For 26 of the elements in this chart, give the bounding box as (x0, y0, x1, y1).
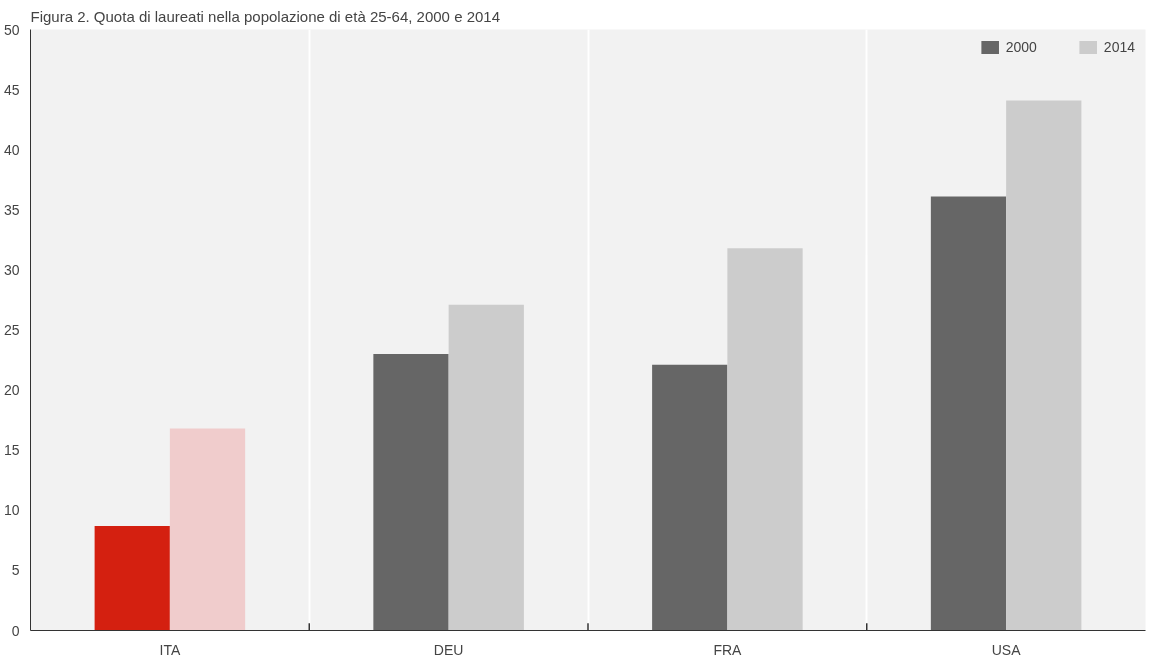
x-tick-label: USA (991, 641, 1022, 658)
y-tick-label: 35 (3, 201, 20, 218)
x-tick-label: FRA (713, 641, 743, 658)
bar (652, 364, 728, 631)
y-tick-label: 50 (3, 21, 20, 38)
x-tick-label: DEU (433, 641, 464, 658)
x-tick-label: ITA (159, 641, 181, 658)
y-tick-label: 25 (3, 322, 20, 338)
legend-label: 2000 (1005, 39, 1037, 55)
legend-label: 2014 (1103, 39, 1135, 55)
bar (1006, 100, 1082, 631)
y-tick-label: 5 (11, 562, 20, 579)
bar (727, 248, 803, 631)
y-tick-label: 10 (3, 502, 20, 519)
y-tick-label: 45 (3, 81, 20, 98)
y-tick-label: 0 (11, 622, 20, 639)
bar (373, 354, 449, 631)
bar (930, 196, 1007, 631)
y-tick-label: 30 (3, 261, 20, 278)
chart-title: Figura 2. Quota di laureati nella popolazione di età 25-64, 2000 e 2014 (30, 7, 501, 25)
bar (448, 304, 524, 631)
y-tick-label: 40 (3, 141, 20, 158)
bar (94, 525, 170, 631)
y-tick-label: 20 (3, 382, 20, 399)
bar (169, 428, 246, 631)
y-tick-label: 15 (3, 442, 20, 459)
